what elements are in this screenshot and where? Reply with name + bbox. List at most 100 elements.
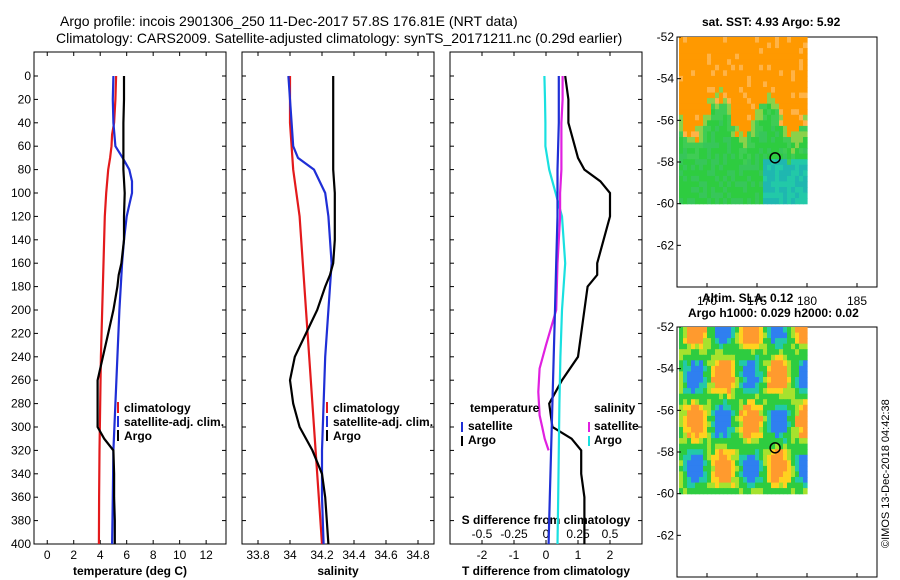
map-cell	[679, 187, 684, 194]
map-cell	[723, 192, 728, 199]
map-cell	[799, 382, 804, 389]
map-cell	[799, 181, 804, 188]
map-cell	[739, 410, 744, 417]
map-cell	[791, 59, 796, 66]
map-cell	[775, 460, 780, 467]
map-cell	[739, 349, 744, 356]
map-cell	[715, 371, 720, 378]
map-cell	[711, 410, 716, 417]
map-cell	[691, 471, 696, 478]
x-tick-label: -2	[477, 548, 488, 562]
map-cell	[787, 371, 792, 378]
map-cell	[755, 75, 760, 83]
map-cell	[783, 471, 788, 478]
map-cell	[787, 170, 792, 177]
map-cell	[679, 198, 684, 205]
map-cell	[767, 87, 772, 94]
map-cell	[719, 103, 724, 110]
map-cell	[751, 181, 756, 188]
map-cell	[775, 338, 780, 345]
map-cell	[779, 153, 784, 160]
map-cell	[759, 454, 764, 461]
map-cell	[771, 443, 776, 450]
map-cell	[767, 164, 772, 171]
map-cell	[755, 48, 760, 55]
salinity-panel: 33.8 34 34.2 34.4 34.6 34.8salinityclimatolog…	[241, 51, 435, 578]
map-cell	[687, 477, 692, 484]
map-cell	[783, 175, 788, 183]
map-cell	[799, 454, 804, 461]
map-cell	[707, 137, 712, 144]
map-cell	[747, 460, 752, 467]
map-cell	[771, 131, 776, 138]
map-cell	[695, 81, 700, 88]
map-cell	[743, 427, 748, 434]
map-cell	[763, 120, 768, 127]
map-cell	[739, 399, 744, 406]
map-cell	[735, 198, 740, 205]
map-cell	[727, 148, 732, 155]
map-cell	[755, 354, 760, 361]
map-cell	[723, 98, 728, 105]
map-cell	[787, 120, 792, 127]
map-cell	[767, 438, 772, 445]
map-cell	[723, 59, 728, 66]
map-cell	[739, 477, 744, 484]
map-cell	[735, 365, 740, 373]
map-cell	[791, 449, 796, 456]
map-y-tick-label: -52	[657, 30, 675, 44]
map-cell	[723, 460, 728, 467]
map-cell	[759, 181, 764, 188]
map-cell	[795, 399, 800, 406]
map-cell	[707, 170, 712, 177]
map-cell	[771, 181, 776, 188]
map-cell	[779, 103, 784, 110]
map-cell	[739, 415, 744, 423]
map-cell	[703, 327, 708, 334]
map-cell	[731, 477, 736, 484]
map-cell	[687, 164, 692, 171]
map-cell	[711, 360, 716, 367]
map-cell	[775, 192, 780, 199]
map-cell	[707, 404, 712, 411]
map-cell	[783, 338, 788, 345]
map-cell	[763, 153, 768, 160]
x-tick-label: 8	[150, 548, 157, 562]
map-cell	[783, 388, 788, 395]
map-cell	[703, 477, 708, 484]
map-cell	[787, 404, 792, 411]
map-cell	[783, 449, 788, 456]
map-cell	[767, 338, 772, 345]
map-cell	[791, 64, 796, 71]
map-cell	[783, 421, 788, 428]
map-cell	[683, 393, 688, 400]
map-cell	[747, 349, 752, 356]
map-cell	[775, 465, 780, 473]
map-cell	[683, 338, 688, 345]
map-cell	[743, 109, 748, 116]
map-cell	[767, 371, 772, 378]
map-cell	[779, 131, 784, 138]
map-cell	[695, 187, 700, 194]
map-cell	[755, 170, 760, 177]
map-cell	[791, 354, 796, 361]
map-cell	[699, 42, 704, 49]
map-cell	[791, 421, 796, 428]
map-cell	[723, 187, 728, 194]
map-cell	[771, 114, 776, 121]
map-cell	[783, 114, 788, 121]
map-cell	[783, 404, 788, 411]
map-cell	[703, 399, 708, 406]
map-cell	[767, 92, 772, 99]
map-cell	[787, 198, 792, 205]
map-cell	[735, 125, 740, 133]
map-cell	[779, 377, 784, 384]
map-cell	[775, 349, 780, 356]
map-cell	[771, 354, 776, 361]
map-cell	[711, 427, 716, 434]
map-cell	[775, 181, 780, 188]
map-cell	[795, 338, 800, 345]
map-cell	[683, 175, 688, 183]
map-cell	[735, 175, 740, 183]
map-cell	[771, 343, 776, 350]
